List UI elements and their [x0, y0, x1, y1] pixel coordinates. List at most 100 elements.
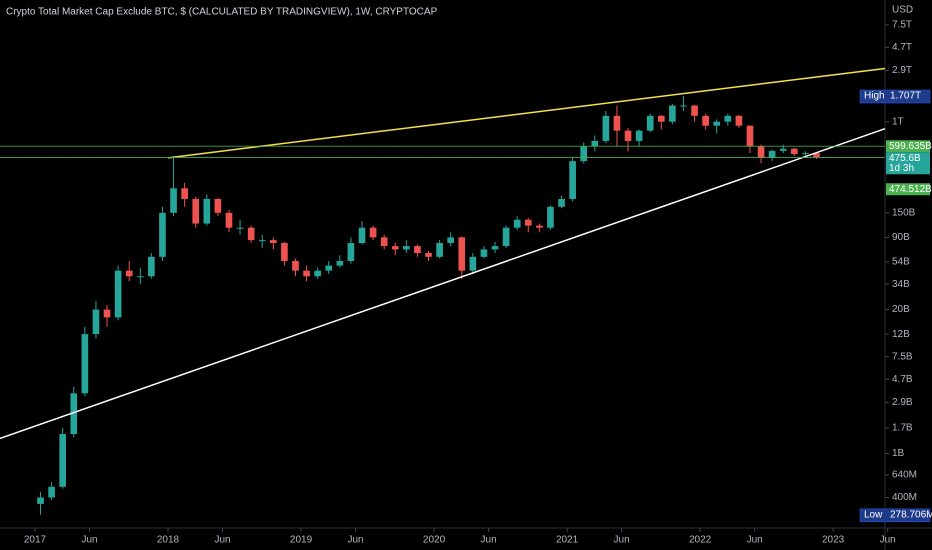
chart-title: Crypto Total Market Cap Exclude BTC, $ (… [6, 7, 438, 18]
candle-body [569, 161, 576, 200]
x-tick-label: 2019 [290, 535, 313, 546]
candle-body [469, 256, 477, 271]
marker-name: Low [864, 510, 883, 521]
candle-body [458, 237, 466, 271]
candle-body [646, 115, 654, 131]
candle-body [325, 265, 333, 271]
candle-body [225, 212, 233, 228]
y-tick-label: 1.7B [892, 423, 913, 434]
marker-bg [859, 89, 931, 104]
candle-body [602, 115, 610, 141]
x-tick-label: Jun [81, 535, 97, 546]
x-tick-label: 2021 [556, 535, 579, 546]
candle-body [746, 125, 754, 147]
x-tick-label: Jun [214, 535, 230, 546]
y-tick-label: 20B [892, 304, 910, 315]
candle-body [391, 246, 399, 250]
candle-body [347, 243, 355, 262]
y-tick-label: 4.7T [892, 42, 912, 53]
candle-body [624, 130, 632, 141]
y-tick-label: 1T [892, 116, 904, 127]
candle-body [735, 115, 743, 126]
candle-body [103, 309, 111, 318]
candle-body [269, 240, 277, 244]
candle-body [635, 130, 643, 141]
candle-body [136, 276, 144, 278]
candle-body [170, 188, 177, 213]
y-tick-label: 640M [892, 470, 917, 481]
price-label: 474.512B [889, 184, 932, 195]
marker-label: 278.706M [890, 510, 932, 521]
y-tick-label: 7.5T [892, 20, 912, 31]
y-tick-label: 1B [892, 448, 905, 459]
price-label-bg [886, 140, 930, 153]
x-tick-label: Jun [481, 535, 497, 546]
candle-body [70, 393, 78, 435]
x-tick-label: 2020 [423, 535, 446, 546]
candle-body [436, 243, 443, 257]
candle-body [358, 227, 366, 244]
candle-body [48, 486, 55, 498]
candle-body [513, 219, 521, 228]
candle-body [790, 148, 798, 155]
candle-body [303, 270, 310, 277]
price-label: 599.635B [889, 141, 932, 152]
candle-body [779, 148, 787, 151]
candle-body [757, 146, 765, 158]
y-tick-label: 400M [892, 492, 917, 503]
candle-body [669, 105, 676, 122]
candle-body [258, 240, 266, 242]
price-label-bg [886, 183, 930, 196]
x-tick-label: 2022 [689, 535, 712, 546]
x-tick-label: Jun [747, 535, 763, 546]
x-tick-label: 2023 [822, 535, 845, 546]
price-label-bg [886, 152, 930, 175]
candle-body [802, 153, 809, 155]
trendline [0, 128, 886, 440]
candle-body [425, 252, 432, 257]
candle-body [691, 105, 698, 116]
candle-body [181, 188, 188, 200]
candle-body [214, 199, 222, 213]
candle-body [480, 249, 488, 257]
candle-body [724, 115, 732, 122]
candle-body [148, 256, 155, 277]
y-tick-label: 2.9T [892, 65, 912, 76]
marker-bg [859, 508, 931, 523]
marker-label: 1.707T [890, 91, 921, 102]
candle-body [292, 261, 299, 271]
x-tick-label: 2018 [157, 535, 180, 546]
candle-body [81, 334, 89, 394]
candle-body [591, 140, 599, 147]
candle-body [281, 243, 288, 262]
countdown-label: 1d 3h [889, 163, 914, 174]
candle-body [502, 227, 510, 247]
y-tick-label: 12B [892, 329, 910, 340]
candle-body [680, 105, 687, 107]
candle-body [59, 434, 67, 487]
trendline [167, 67, 886, 159]
y-tick-label: 4.7B [892, 374, 913, 385]
x-tick-label: Jun [880, 535, 896, 546]
candle-body [657, 115, 665, 122]
candle-body [247, 227, 255, 241]
x-tick-label: 2017 [24, 535, 47, 546]
candle-body [813, 153, 820, 158]
currency-label: USD [892, 5, 913, 16]
y-tick-label: 7.5B [892, 351, 913, 362]
candle-body [613, 115, 621, 131]
marker-name: High [864, 91, 885, 102]
candle-body [524, 219, 532, 226]
candle-body [159, 212, 166, 257]
candle-body [547, 206, 554, 228]
candle-body [403, 246, 410, 250]
y-tick-label: 34B [892, 279, 910, 290]
y-tick-label: 150B [892, 207, 916, 218]
x-tick-label: Jun [614, 535, 630, 546]
y-tick-label: 90B [892, 232, 910, 243]
candle-body [192, 199, 200, 224]
candle-body [336, 261, 344, 266]
candle-body [203, 199, 211, 224]
candle-body [380, 237, 388, 247]
